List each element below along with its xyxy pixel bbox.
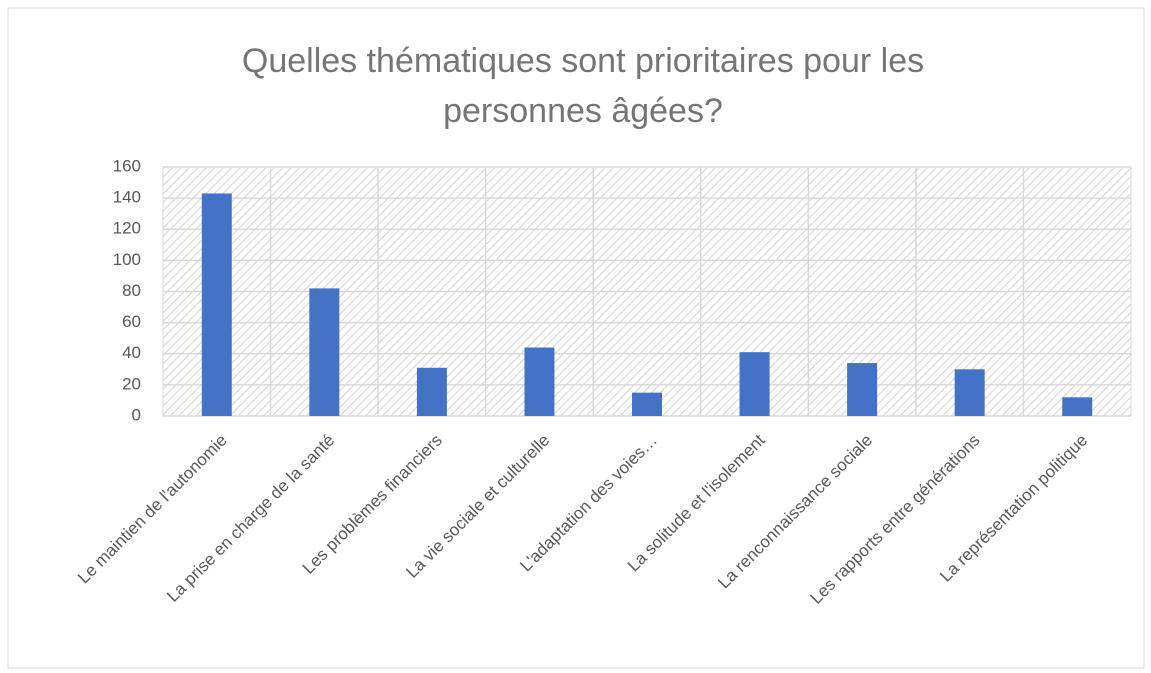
bar [954,369,985,416]
y-tick-label: 80 [122,281,141,300]
bar [847,363,878,416]
y-tick-label: 140 [113,188,141,207]
y-tick-label: 20 [122,374,141,393]
bar [416,367,447,416]
bar [524,347,555,416]
y-tick-label: 160 [113,156,141,175]
y-tick-label: 60 [122,312,141,331]
y-tick-label: 100 [113,250,141,269]
bar [1062,397,1093,416]
y-tick-label: 0 [132,405,141,424]
bar [632,392,662,416]
bar [739,352,770,416]
x-tick-label: Les rapports entre générations [807,431,984,608]
chart-border [7,7,1145,669]
chart-title: Quelles thématiques sont prioritaires po… [241,42,925,130]
y-tick-label: 120 [113,219,141,238]
bar [201,193,232,416]
bar [309,288,340,416]
y-tick-label: 40 [122,343,141,362]
x-tick-label: La prise en charge de la santé [163,431,338,606]
